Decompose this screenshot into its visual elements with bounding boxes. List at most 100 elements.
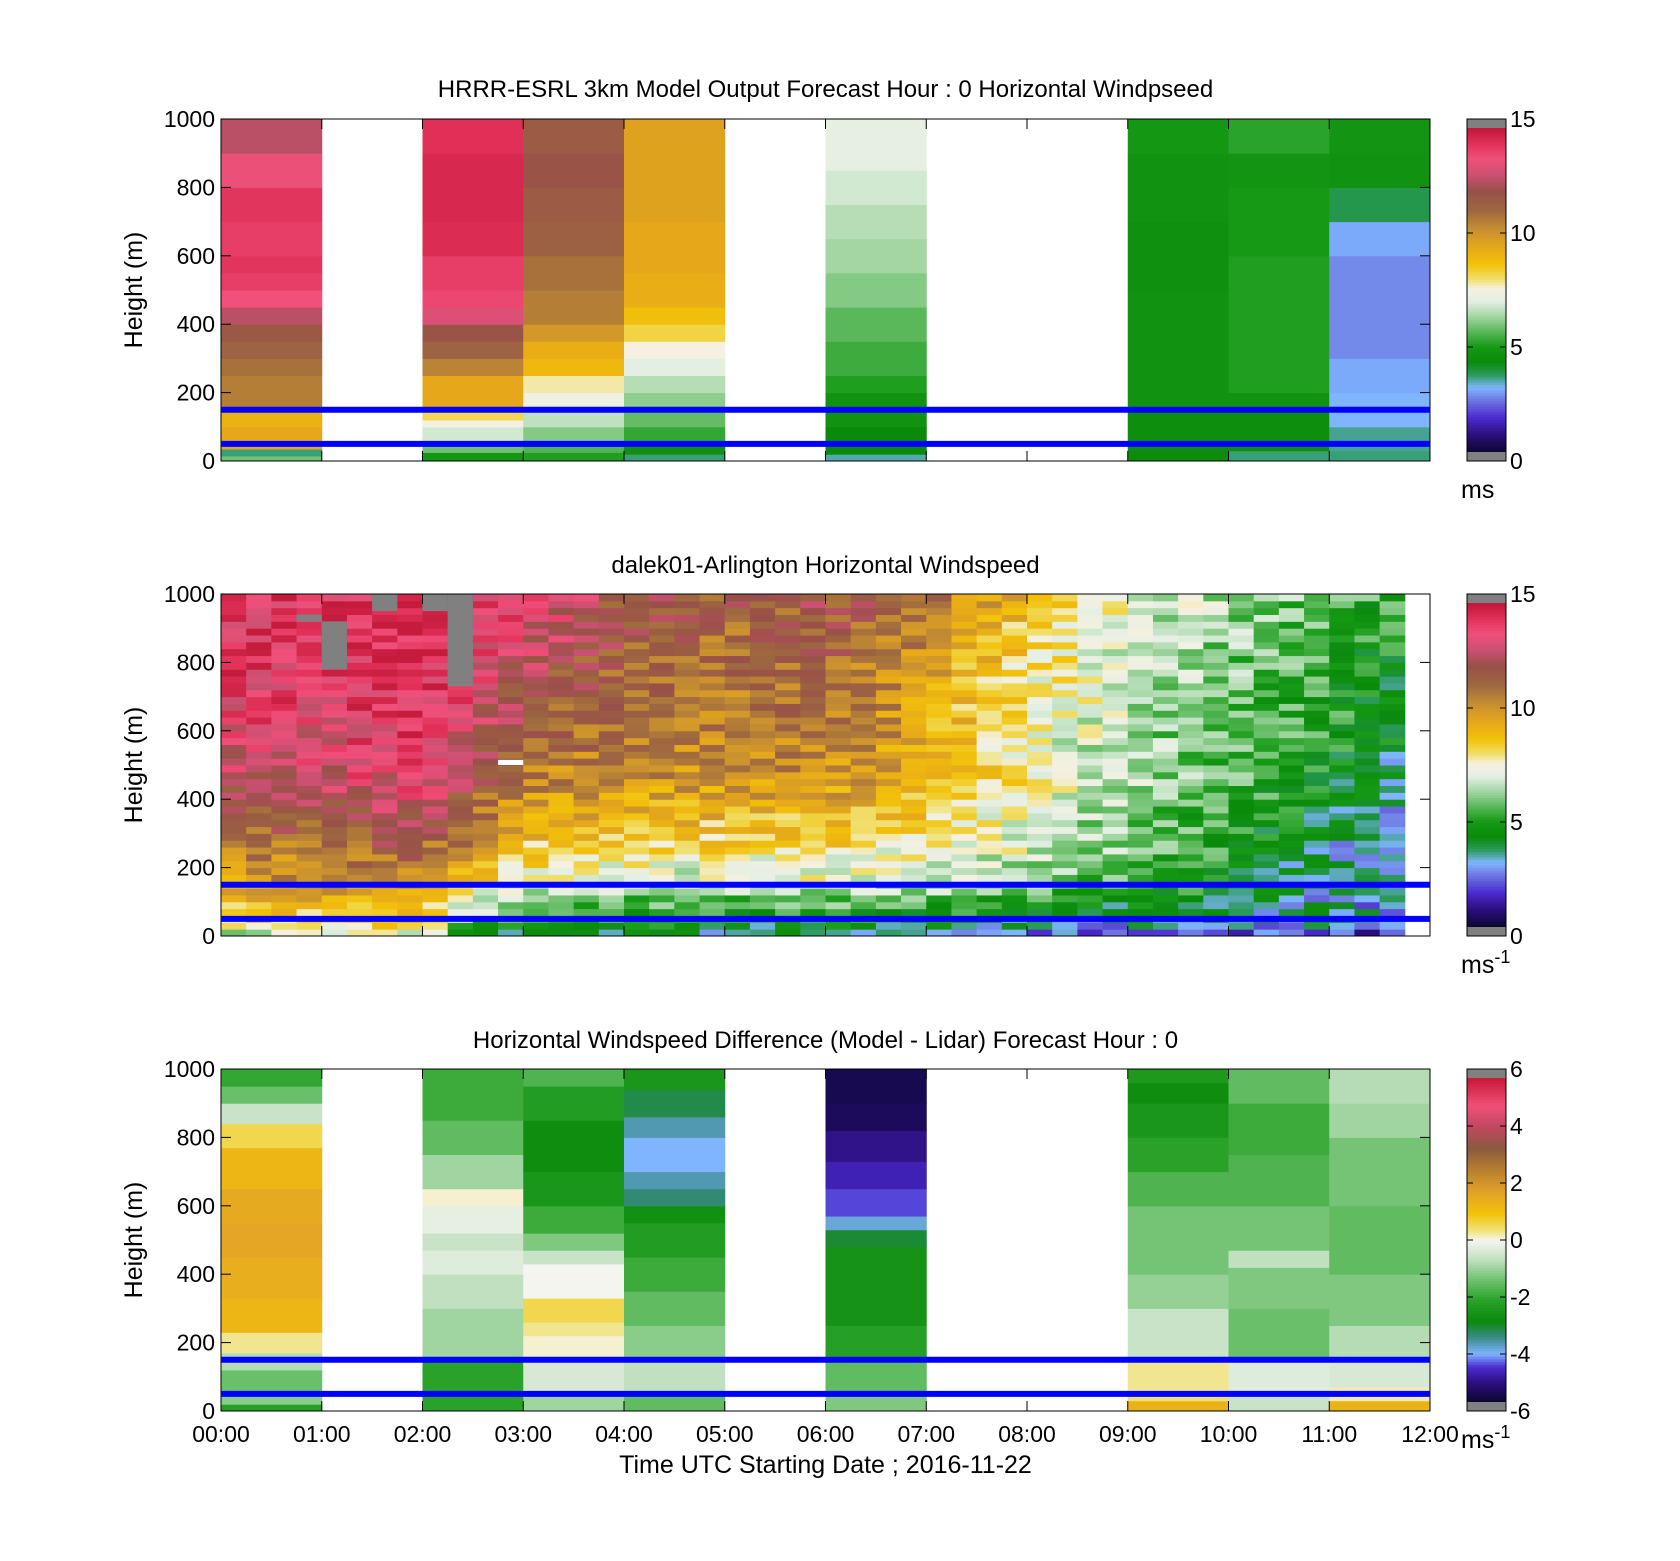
heatmap-cell bbox=[1278, 710, 1305, 718]
heatmap-cell bbox=[926, 812, 952, 821]
heatmap-cell bbox=[1278, 819, 1305, 828]
colorbar-swatch bbox=[1467, 1356, 1506, 1360]
heatmap-cell bbox=[674, 778, 701, 787]
heatmap-cell bbox=[1102, 641, 1129, 650]
heatmap-cell bbox=[1203, 929, 1229, 937]
heatmap-cell bbox=[724, 792, 751, 800]
heatmap-cell bbox=[624, 1116, 726, 1138]
heatmap-cell bbox=[1304, 758, 1330, 766]
heatmap-cell bbox=[346, 607, 373, 616]
heatmap-cell bbox=[598, 628, 625, 636]
heatmap-cell bbox=[976, 847, 1003, 855]
heatmap-cell bbox=[649, 908, 675, 916]
heatmap-cell bbox=[1102, 737, 1129, 745]
colorbar-swatch bbox=[1467, 130, 1506, 134]
heatmap-cell bbox=[1329, 641, 1355, 650]
heatmap-cell bbox=[296, 655, 323, 663]
heatmap-cell bbox=[1354, 737, 1381, 745]
heatmap-cell bbox=[926, 833, 952, 841]
heatmap-cell bbox=[1228, 153, 1330, 188]
heatmap-cell bbox=[346, 758, 373, 766]
heatmap-cell bbox=[523, 409, 625, 428]
heatmap-cell bbox=[624, 341, 726, 359]
heatmap-cell bbox=[1127, 888, 1154, 896]
heatmap-cell bbox=[1329, 751, 1355, 759]
heatmap-cell bbox=[1001, 710, 1028, 718]
heatmap-cell bbox=[1228, 771, 1255, 780]
heatmap-cell bbox=[271, 758, 298, 766]
heatmap-cell bbox=[372, 744, 398, 752]
heatmap-cell bbox=[1027, 662, 1053, 670]
heatmap-cell bbox=[1178, 696, 1204, 704]
heatmap-cell bbox=[1304, 662, 1330, 670]
heatmap-cell bbox=[221, 341, 323, 359]
heatmap-cell bbox=[699, 710, 726, 718]
colorbar-swatch bbox=[1467, 1191, 1506, 1195]
heatmap-cell bbox=[951, 792, 978, 800]
heatmap-cell bbox=[875, 847, 902, 855]
heatmap-cell bbox=[624, 867, 650, 875]
heatmap-cell bbox=[825, 600, 852, 609]
heatmap-cell bbox=[321, 806, 348, 814]
heatmap-cell bbox=[1203, 594, 1229, 602]
colorbar-swatch bbox=[1467, 794, 1506, 798]
heatmap-cell bbox=[951, 806, 978, 814]
heatmap-cell bbox=[1127, 600, 1154, 609]
heatmap-cell bbox=[1178, 826, 1204, 834]
heatmap-cell bbox=[573, 621, 600, 629]
heatmap-column bbox=[825, 119, 927, 462]
colorbar-swatch bbox=[1467, 1399, 1506, 1403]
heatmap-cell bbox=[321, 826, 348, 834]
heatmap-cell bbox=[1253, 929, 1280, 937]
heatmap-cell bbox=[1052, 669, 1078, 677]
heatmap-cell bbox=[372, 840, 398, 848]
heatmap-cell bbox=[825, 922, 852, 930]
heatmap-cell bbox=[472, 730, 499, 739]
heatmap-cell bbox=[472, 833, 499, 841]
heatmap-cell bbox=[472, 860, 499, 869]
heatmap-cell bbox=[1127, 641, 1154, 650]
heatmap-cell bbox=[221, 819, 247, 828]
heatmap-cell bbox=[1127, 119, 1229, 154]
heatmap-cell bbox=[271, 723, 298, 732]
heatmap-cell bbox=[1354, 682, 1381, 691]
heatmap-cell bbox=[699, 614, 726, 622]
heatmap-cell bbox=[1102, 723, 1129, 732]
heatmap-cell bbox=[422, 799, 449, 807]
heatmap-cell bbox=[598, 847, 625, 855]
heatmap-cell bbox=[976, 785, 1003, 793]
heatmap-cell bbox=[624, 901, 650, 910]
heatmap-cell bbox=[1253, 600, 1280, 609]
heatmap-cell bbox=[1304, 778, 1330, 787]
heatmap-cell bbox=[1027, 867, 1053, 875]
colorbar-swatch bbox=[1467, 891, 1506, 896]
heatmap-cell bbox=[271, 676, 298, 684]
heatmap-cell bbox=[1102, 888, 1129, 896]
colorbar-swatch bbox=[1467, 179, 1506, 183]
heatmap-cell bbox=[1203, 600, 1229, 609]
colorbar-swatch bbox=[1467, 168, 1506, 172]
heatmap-cell bbox=[346, 751, 373, 759]
heatmap-cell bbox=[749, 594, 776, 602]
colorbar-swatch bbox=[1467, 686, 1506, 690]
heatmap-cell bbox=[1253, 744, 1280, 752]
colorbar-swatch bbox=[1467, 311, 1506, 315]
heatmap-cell bbox=[422, 669, 449, 677]
heatmap-cell bbox=[271, 874, 298, 882]
heatmap-cell bbox=[271, 628, 298, 636]
heatmap-cell bbox=[598, 682, 625, 691]
heatmap-cell bbox=[1027, 922, 1053, 930]
heatmap-cell bbox=[346, 689, 373, 698]
heatmap-cell bbox=[926, 723, 952, 732]
heatmap-cell bbox=[1329, 1400, 1431, 1412]
heatmap-cell bbox=[1278, 888, 1305, 896]
heatmap-cell bbox=[800, 710, 826, 718]
heatmap-cell bbox=[1127, 799, 1154, 807]
heatmap-cell bbox=[649, 894, 675, 903]
heatmap-cell bbox=[976, 812, 1003, 821]
heatmap-cell bbox=[1052, 771, 1078, 780]
colorbar-swatch bbox=[1467, 1299, 1506, 1303]
heatmap-cell bbox=[875, 710, 902, 718]
heatmap-cell bbox=[447, 888, 474, 896]
heatmap-cell bbox=[749, 676, 776, 684]
